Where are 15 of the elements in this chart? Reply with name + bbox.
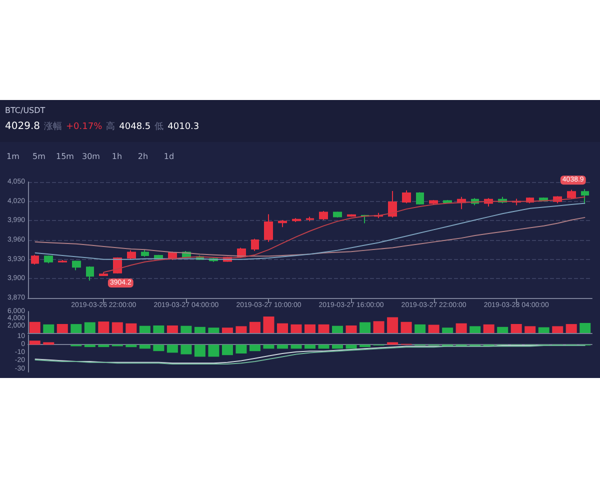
chart-title: BTC/USDT	[5, 106, 46, 115]
text: 4010.3	[168, 122, 200, 132]
text: 1d	[162, 152, 176, 161]
text: 高	[106, 122, 116, 132]
text: 2h	[136, 152, 150, 161]
text: 30m	[81, 152, 101, 161]
text: 15m	[55, 152, 75, 161]
text: +0.17%	[66, 122, 102, 132]
text: 低	[154, 122, 164, 132]
text: 4029.8	[5, 121, 40, 132]
text: 1m	[6, 152, 20, 161]
text: 1h	[110, 152, 124, 161]
text: 4048.5	[119, 122, 151, 132]
text: 涨幅	[44, 122, 62, 132]
text: 5m	[32, 152, 46, 161]
